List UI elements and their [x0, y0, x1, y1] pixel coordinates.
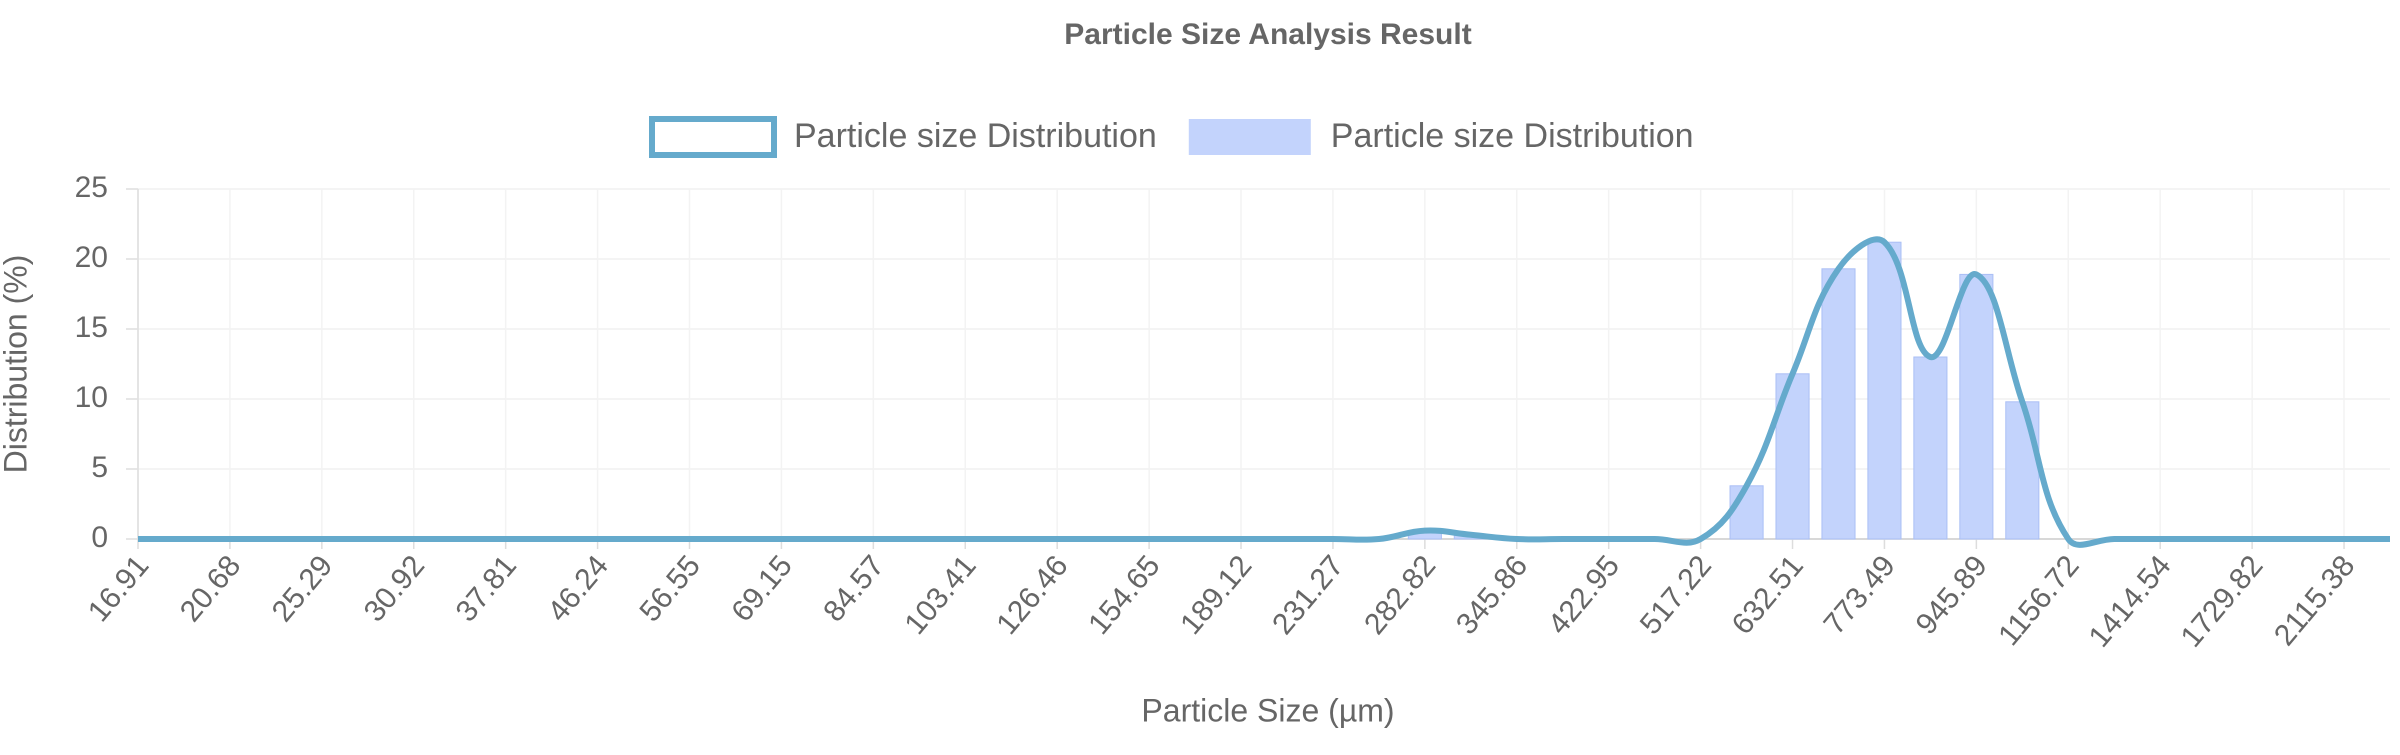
x-tick-label: 632.51 [1726, 549, 1810, 641]
y-tick-label: 20 [75, 241, 108, 274]
x-tick-label: 1729.82 [2175, 549, 2270, 653]
y-axis-title: Distribution (%) [0, 255, 33, 474]
x-axis-title: Particle Size (µm) [1141, 692, 1394, 728]
bar [1913, 356, 1948, 540]
x-tick-label: 30.92 [358, 549, 432, 628]
y-tick-label: 0 [91, 521, 108, 554]
bar [1729, 485, 1764, 540]
x-tick-label: 1156.72 [1992, 549, 2086, 652]
legend-swatch [1188, 119, 1311, 155]
x-tick-label: 1414.54 [2083, 549, 2178, 653]
y-tick-label: 25 [75, 171, 108, 204]
x-tick-label: 84.57 [817, 549, 891, 628]
x-tick-label: 69.15 [725, 549, 799, 628]
y-tick-label: 15 [75, 311, 108, 344]
x-tick-label: 20.68 [174, 549, 248, 628]
legend-swatch [649, 116, 777, 158]
x-tick-label: 56.55 [633, 549, 707, 628]
x-tick-label: 126.46 [990, 549, 1074, 641]
legend-label: Particle size Distribution [794, 117, 1157, 155]
bar [1867, 241, 1902, 540]
x-tick-label: 2115.38 [2268, 549, 2362, 652]
x-tick-label: 103.41 [898, 549, 982, 641]
y-tick-label: 5 [91, 451, 108, 484]
legend-label: Particle size Distribution [1331, 117, 1694, 155]
x-tick-label: 422.95 [1542, 549, 1626, 641]
x-tick-label: 517.22 [1634, 549, 1718, 641]
x-tick-label: 25.29 [266, 549, 340, 628]
bar [1821, 268, 1856, 540]
x-tick-label: 773.49 [1818, 549, 1902, 641]
x-tick-label: 945.89 [1910, 549, 1994, 641]
x-tick-label: 345.86 [1450, 549, 1534, 641]
x-tick-label: 282.82 [1358, 549, 1442, 641]
x-tick-label: 154.65 [1082, 549, 1166, 641]
x-tick-label: 189.12 [1174, 549, 1258, 641]
bar [2005, 401, 2040, 540]
x-tick-label: 37.81 [450, 549, 524, 628]
line [137, 236, 2390, 548]
y-tick-label: 10 [75, 381, 108, 414]
x-tick-label: 16.91 [82, 549, 156, 628]
chart-title: Particle Size Analysis Result [1064, 18, 1471, 51]
bar [1959, 273, 1994, 540]
x-tick-label: 46.24 [541, 549, 615, 628]
x-tick-label: 231.27 [1266, 549, 1350, 641]
